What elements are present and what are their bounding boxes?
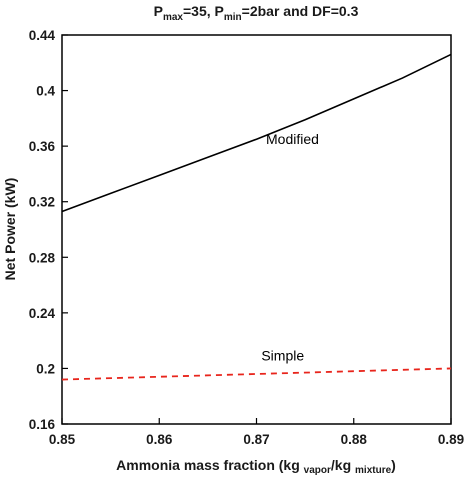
x-axis-title: Ammonia mass fraction (kg vapor/kg mixtu… [116,457,396,476]
y-tick-label: 0.32 [29,195,55,210]
series-line-modified [61,53,452,213]
y-tick-label: 0.2 [36,361,55,376]
y-tick-label: 0.16 [29,417,56,432]
annotation-simple: Simple [261,348,304,364]
y-tick-label: 0.24 [29,306,56,321]
y-tick-label: 0.4 [36,84,55,99]
x-tick-label: 0.85 [49,432,76,447]
x-tick-label: 0.87 [243,432,269,447]
annotation-modified: Modified [266,131,319,147]
plot-frame [61,34,452,425]
y-tick-label: 0.44 [29,28,56,43]
series-line-simple [61,367,452,381]
y-tick-label: 0.36 [29,139,56,154]
y-axis-title: Net Power (kW) [2,178,18,281]
x-tick-label: 0.86 [146,432,173,447]
chart-title: Pmax=35, Pmin=2bar and DF=0.3 [154,3,359,23]
y-tick-label: 0.28 [29,250,56,265]
x-tick-label: 0.89 [438,432,464,447]
x-tick-label: 0.88 [341,432,368,447]
